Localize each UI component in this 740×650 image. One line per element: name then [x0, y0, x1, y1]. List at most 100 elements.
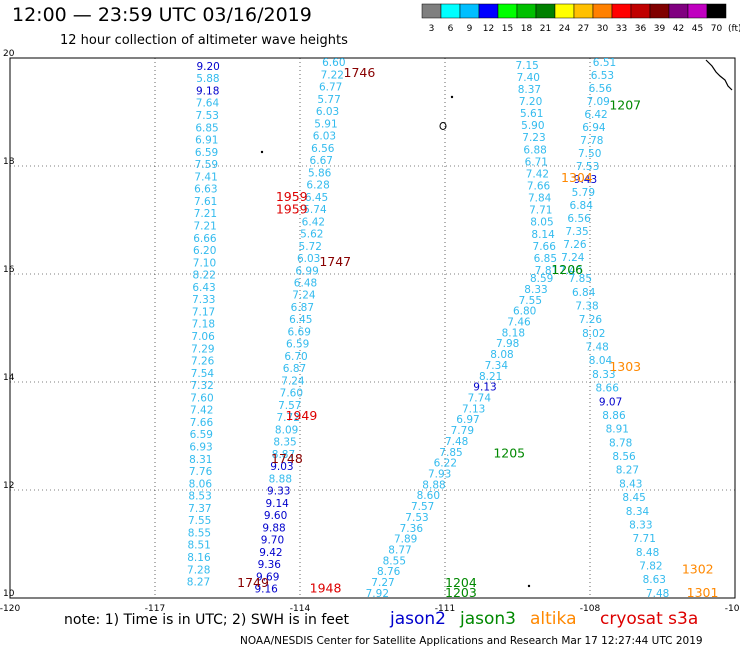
island	[527, 584, 531, 588]
wave-height-value: 6.87	[291, 302, 314, 314]
longitude-tick-label: -114	[290, 604, 311, 614]
wave-height-value: 6.43	[192, 282, 215, 294]
wave-height-value: 8.18	[502, 327, 525, 339]
wave-height-value: 8.91	[606, 424, 629, 436]
wave-height-value: 7.78	[580, 135, 603, 147]
wave-height-value: 5.61	[520, 108, 543, 120]
pass-time-label: 1949	[286, 408, 318, 423]
wave-height-value: 8.53	[188, 491, 211, 503]
map-frame	[9, 57, 736, 599]
wave-height-value: 7.55	[519, 295, 542, 307]
wave-height-value: 7.06	[191, 331, 215, 343]
wave-height-value: 7.66	[527, 181, 551, 193]
wave-height-value: 6.63	[194, 184, 217, 196]
wave-height-value: 6.03	[316, 106, 339, 118]
wave-height-value: 9.88	[262, 522, 285, 534]
wave-height-value: 7.54	[191, 368, 215, 380]
wave-height-value: 6.77	[319, 82, 342, 94]
units-note: note: 1) Time is in UTC; 2) SWH is in fe…	[64, 612, 350, 628]
legend-label: 12	[483, 24, 494, 34]
satellite-cryosat: cryosat s3a	[600, 609, 699, 629]
wave-height-value: 6.71	[525, 156, 548, 168]
wave-height-value: 7.53	[576, 161, 599, 173]
wave-height-value: 9.03	[270, 461, 293, 473]
map-title: 12:00 — 23:59 UTC 03/16/2019	[12, 4, 312, 26]
wave-height-value: 7.72	[277, 412, 300, 424]
wave-height-value: 8.33	[592, 369, 615, 381]
wave-height-value: 7.59	[195, 159, 218, 171]
wave-height-value: 7.40	[517, 72, 540, 84]
pass-time-label: 1959	[276, 189, 308, 204]
wave-height-value: 5.72	[299, 241, 322, 253]
wave-height-value: 7.10	[193, 257, 216, 269]
wave-height-value: 6.70	[284, 351, 307, 363]
satellite-altika: altika	[530, 609, 577, 629]
wave-height-value: 6.67	[310, 155, 333, 167]
longitude-tick-label: -108	[580, 604, 601, 614]
legend-label: 15	[502, 24, 513, 34]
wave-height-value: 7.36	[400, 523, 424, 535]
wave-height-value: 7.81	[535, 265, 558, 277]
wave-height-value: 7.22	[321, 69, 344, 81]
wave-height-value: 7.82	[639, 561, 662, 573]
latitude-tick-label: 12	[3, 481, 14, 491]
wave-height-value: 7.37	[188, 503, 211, 515]
wave-height-value: 7.60	[280, 388, 303, 400]
latitude-tick-label: 14	[3, 373, 15, 383]
wave-height-value: 7.85	[439, 447, 462, 459]
wave-height-value: 6.85	[195, 122, 218, 134]
wave-height-value: 8.76	[377, 566, 401, 578]
wave-height-value: 8.21	[479, 371, 502, 383]
wave-height-value: 7.76	[189, 466, 213, 478]
wave-height-value: 6.59	[190, 429, 213, 441]
wave-height-value: 6.66	[193, 233, 217, 245]
wave-height-value: 9.60	[264, 510, 287, 522]
map-subtitle: 12 hour collection of altimeter wave hei…	[60, 33, 348, 48]
wave-height-value: 9.07	[599, 396, 622, 408]
wave-height-value: 6.91	[195, 135, 218, 147]
legend-label: 45	[692, 24, 703, 34]
wave-height-value: 7.18	[192, 319, 215, 331]
latitude-tick-label: 20	[3, 49, 15, 59]
wave-height-value: 5.90	[521, 120, 544, 132]
wave-height-value: 6.85	[534, 253, 557, 265]
legend-label: 21	[540, 24, 551, 34]
wave-height-value: 5.88	[196, 73, 219, 85]
legend-label: 70	[711, 24, 723, 34]
wave-height-value: 7.35	[565, 226, 588, 238]
wave-height-value: 8.35	[273, 437, 296, 449]
wave-height-value: 8.37	[518, 84, 541, 96]
wave-height-value: 8.34	[626, 506, 650, 518]
wave-height-value: 7.15	[515, 60, 538, 72]
wave-height-value: 6.84	[570, 200, 594, 212]
satellite-jason3: jason3	[460, 609, 516, 629]
wave-height-value: 6.88	[523, 144, 546, 156]
wave-height-value: 8.31	[189, 454, 212, 466]
wave-height-value: 5.91	[314, 118, 337, 130]
latitude-tick-label: 18	[3, 157, 15, 167]
pass-time-label: 1204	[445, 575, 477, 590]
wave-height-value: 7.57	[278, 400, 301, 412]
wave-height-value: 5.79	[572, 187, 595, 199]
wave-height-value: 8.51	[187, 540, 210, 552]
wave-height-value: 7.38	[575, 300, 598, 312]
wave-height-value: 7.09	[586, 96, 609, 108]
wave-height-value: 6.20	[193, 245, 216, 257]
wave-height-value: 6.03	[313, 131, 336, 143]
wave-height-value: 8.45	[622, 492, 645, 504]
wave-height-value: 7.42	[190, 405, 213, 417]
wave-height-value: 7.66	[533, 241, 557, 253]
wave-height-value: 7.89	[394, 534, 417, 546]
wave-height-value: 7.85	[569, 273, 592, 285]
wave-height-value: 6.60	[322, 57, 345, 69]
pass-time-label: 1959	[276, 202, 308, 217]
wave-height-value: 8.27	[616, 465, 639, 477]
wave-height-value: 6.53	[591, 70, 614, 82]
pass-time-label: 1301	[687, 585, 719, 600]
pass-time-label: 1747	[319, 254, 351, 269]
wave-height-value: 7.50	[578, 148, 601, 160]
wave-height-value: 6.48	[294, 277, 317, 289]
wave-height-value: 7.71	[529, 205, 552, 217]
